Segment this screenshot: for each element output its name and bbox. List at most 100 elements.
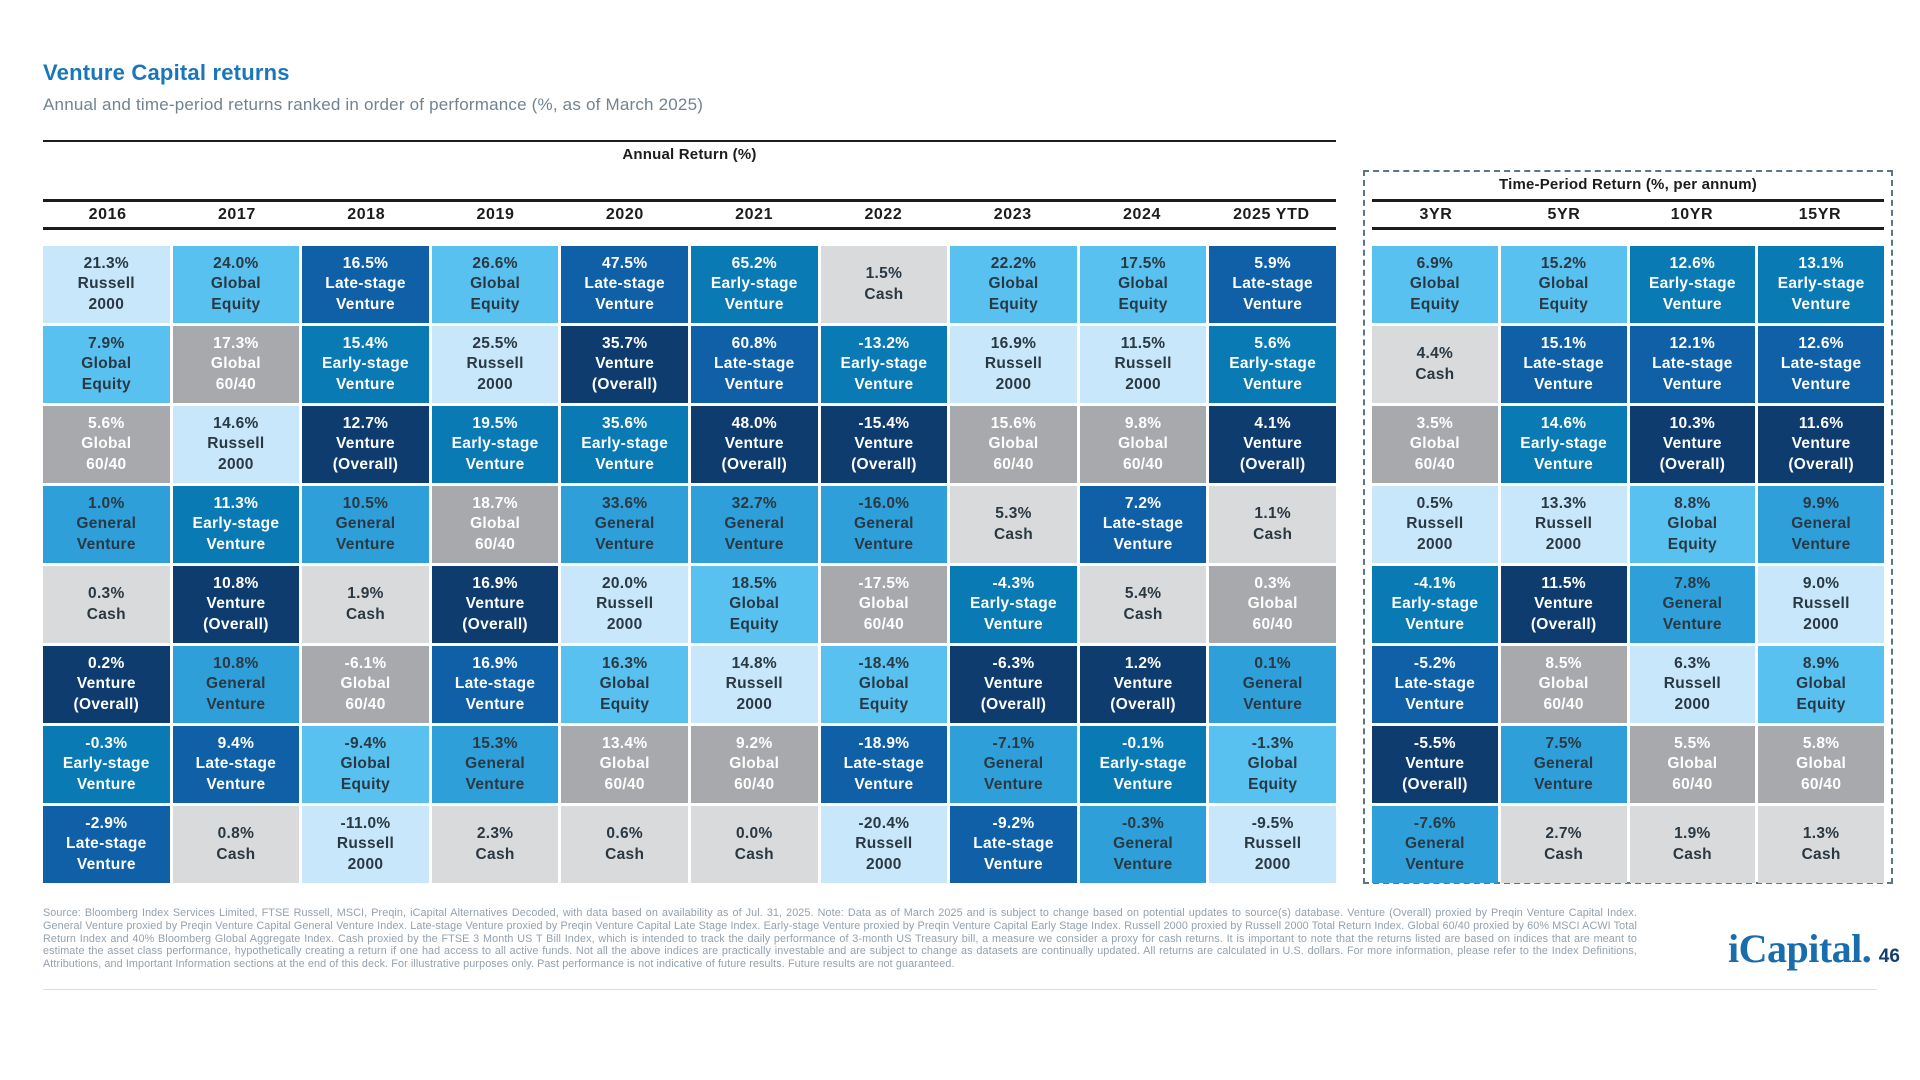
asset-class-label: Cash: [864, 285, 904, 303]
return-cell-5yr-rank1: 15.2% Global Equity: [1500, 246, 1627, 323]
column-header-2023: 2023: [993, 205, 1032, 223]
return-value: 11.3%: [213, 494, 259, 512]
return-cell-2023-rank2: 16.9% Russell 2000: [950, 326, 1077, 403]
return-value: -0.1%: [1122, 734, 1165, 752]
asset-class-label: Global Equity: [210, 275, 261, 313]
period-header-row: 3YR 5YR 10YR 15YR: [1372, 199, 1884, 230]
asset-class-label: Late-stage Venture: [1394, 675, 1476, 713]
return-cell-2022-rank5: -17.5% Global 60/40: [820, 566, 948, 643]
asset-class-label: General Venture: [1533, 755, 1594, 793]
return-cell-5yr-rank7: 7.5% General Venture: [1500, 726, 1627, 803]
return-cell-2016-rank8: -2.9% Late-stage Venture: [43, 806, 170, 883]
asset-class-label: Global 60/40: [470, 515, 521, 553]
return-cell-2021-rank6: 14.8% Russell 2000: [690, 646, 818, 723]
column-header-3yr: 3YR: [1419, 205, 1453, 223]
asset-class-label: Early-stage Venture: [710, 275, 798, 313]
return-cell-2022-rank3: -15.4% Venture (Overall): [820, 406, 948, 483]
return-cell-2024-rank8: -0.3% General Venture: [1079, 806, 1207, 883]
asset-class-label: Venture (Overall): [462, 595, 528, 633]
asset-class-label: Cash: [1672, 845, 1712, 863]
return-cell-15yr-rank8: 1.3% Cash: [1758, 806, 1884, 883]
bottom-divider: [43, 989, 1877, 990]
return-cell-2017-rank8: 0.8% Cash: [172, 806, 300, 883]
return-cell-2019-rank5: 16.9% Venture (Overall): [431, 566, 559, 643]
return-value: -6.3%: [992, 654, 1035, 672]
return-value: 0.3%: [1254, 574, 1291, 592]
icapital-logo: iCapital: [1728, 926, 1862, 971]
asset-class-label: Global Equity: [1247, 755, 1298, 793]
asset-class-label: Late-stage Venture: [584, 275, 665, 313]
return-value: 24.0%: [213, 254, 259, 272]
return-value: 11.5%: [1120, 334, 1166, 352]
return-cell-2024-rank6: 1.2% Venture (Overall): [1079, 646, 1207, 723]
return-value: -4.3%: [992, 574, 1035, 592]
annual-year-header-row: 2016 2017 2018 2019 2020 2021 2022 2023 2024 2025…: [43, 199, 1336, 230]
asset-class-label: Global 60/40: [340, 675, 391, 713]
asset-class-label: General Venture: [1791, 515, 1852, 553]
asset-class-label: Global 60/40: [729, 755, 780, 793]
return-cell-2018-rank2: 15.4% Early-stage Venture: [302, 326, 429, 403]
asset-class-label: Venture (Overall): [591, 355, 658, 393]
return-cell-2019-rank6: 16.9% Late-stage Venture: [431, 646, 559, 723]
return-cell-2019-rank3: 19.5% Early-stage Venture: [431, 406, 559, 483]
asset-class-label: Early-stage Venture: [1520, 435, 1608, 473]
return-cell-15yr-rank4: 9.9% General Venture: [1758, 486, 1884, 563]
column-header-2024: 2024: [1123, 205, 1162, 223]
return-value: -7.6%: [1413, 814, 1456, 832]
time-period-dashed-box: [1363, 170, 1893, 884]
return-cell-2022-rank7: -18.9% Late-stage Venture: [820, 726, 948, 803]
return-value: -20.4%: [858, 814, 910, 832]
return-value: 1.1%: [1254, 505, 1291, 522]
asset-class-label: Early-stage Venture: [192, 515, 280, 553]
return-value: 0.3%: [88, 585, 125, 602]
return-value: 47.5%: [601, 254, 648, 272]
return-value: 10.8%: [213, 654, 259, 672]
return-cell-2022-rank6: -18.4% Global Equity: [820, 646, 948, 723]
return-cell-2024-rank2: 11.5% Russell 2000: [1079, 326, 1207, 403]
return-value: 5.9%: [1254, 254, 1291, 272]
source-footnote: Source: Bloomberg Index Services Limited…: [43, 907, 1637, 971]
return-cell-2018-rank1: 16.5% Late-stage Venture: [302, 246, 429, 323]
return-value: -9.2%: [992, 814, 1035, 832]
asset-class-label: Late-stage Venture: [973, 835, 1054, 873]
return-value: 18.7%: [472, 494, 518, 512]
return-value: 1.5%: [865, 265, 903, 282]
return-cell-2024-rank4: 7.2% Late-stage Venture: [1079, 486, 1207, 563]
return-value: 6.3%: [1674, 654, 1711, 672]
asset-class-label: Global Equity: [858, 675, 909, 713]
return-value: 4.1%: [1254, 414, 1291, 432]
return-cell-2021-rank4: 32.7% General Venture: [690, 486, 818, 563]
return-value: -18.9%: [858, 734, 910, 752]
return-cell-10yr-rank2: 12.1% Late-stage Venture: [1629, 326, 1756, 403]
return-value: 1.9%: [1674, 825, 1711, 842]
return-cell-15yr-rank2: 12.6% Late-stage Venture: [1758, 326, 1884, 403]
return-value: 10.3%: [1669, 414, 1716, 432]
return-value: 35.7%: [601, 334, 648, 352]
return-cell-2019-rank2: 25.5% Russell 2000: [431, 326, 559, 403]
asset-class-label: Russell 2000: [725, 675, 783, 713]
page-title: Venture Capital returns: [43, 60, 290, 85]
return-value: 26.6%: [472, 254, 518, 272]
asset-class-label: Late-stage Venture: [1652, 355, 1733, 393]
asset-class-label: Venture (Overall): [73, 675, 140, 713]
asset-class-label: Global 60/40: [599, 755, 650, 793]
return-value: 35.6%: [601, 414, 648, 432]
return-value: 5.6%: [1254, 334, 1291, 352]
asset-class-label: Early-stage Venture: [1648, 275, 1736, 313]
asset-class-label: Global Equity: [1118, 275, 1169, 313]
return-cell-3yr-rank5: -4.1% Early-stage Venture: [1372, 566, 1498, 643]
return-value: 15.2%: [1540, 254, 1587, 272]
return-value: 17.3%: [213, 334, 259, 352]
return-cell-2023-rank6: -6.3% Venture (Overall): [950, 646, 1077, 723]
return-cell-2025-ytd-rank2: 5.6% Early-stage Venture: [1209, 326, 1336, 403]
return-value: -0.3%: [85, 734, 128, 752]
column-header-2017: 2017: [217, 205, 256, 223]
asset-class-label: Early-stage Venture: [1391, 595, 1479, 633]
return-value: 14.8%: [731, 654, 778, 672]
asset-class-label: Cash: [345, 605, 386, 623]
return-value: -2.9%: [85, 814, 128, 832]
asset-class-label: General Venture: [76, 515, 137, 553]
return-cell-5yr-rank2: 15.1% Late-stage Venture: [1500, 326, 1627, 403]
logo-block: iCapital. 46: [1728, 925, 1900, 972]
return-cell-5yr-rank4: 13.3% Russell 2000: [1500, 486, 1627, 563]
